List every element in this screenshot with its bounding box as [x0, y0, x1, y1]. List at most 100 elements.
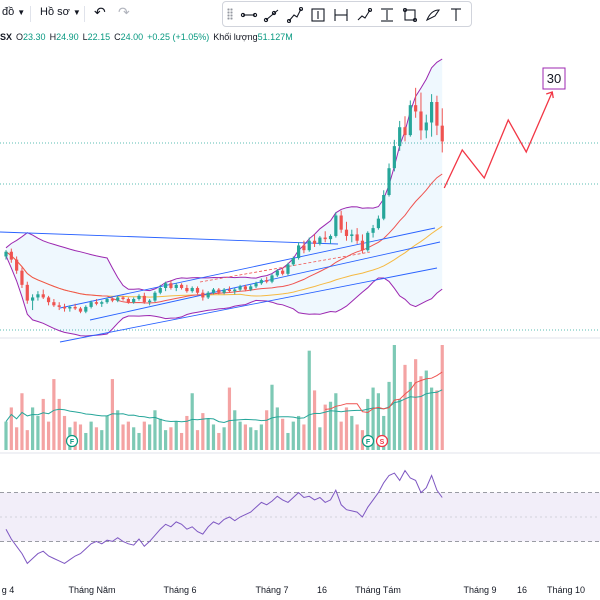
- volume-bar: [424, 370, 428, 450]
- drag-handle-icon[interactable]: [227, 8, 233, 20]
- volume-bar: [243, 424, 247, 450]
- price-range-icon[interactable]: [381, 8, 393, 22]
- volume-bar: [312, 390, 317, 450]
- candle: [414, 105, 418, 112]
- candle: [73, 306, 77, 309]
- event-marker-label: F: [366, 439, 371, 446]
- candle: [259, 280, 263, 284]
- candle: [334, 215, 338, 236]
- x-axis-label: g 4: [1, 585, 15, 595]
- candle: [169, 283, 173, 288]
- candle: [105, 299, 109, 303]
- target-label-box: [542, 67, 566, 90]
- dashed-trend-line: [199, 251, 371, 283]
- candle: [9, 251, 13, 260]
- x-axis-label: Tháng 10: [546, 585, 586, 595]
- volume-bar: [20, 393, 24, 450]
- candle: [376, 218, 380, 229]
- volume-bar: [94, 427, 99, 450]
- event-marker[interactable]: F: [361, 434, 375, 448]
- volume-bar: [376, 393, 380, 450]
- candle: [20, 270, 24, 285]
- volume-bar: [222, 427, 226, 450]
- ohlc-legend: SX O23.30 H24.90 L22.15 C24.00 +0.25 (+1…: [0, 30, 293, 44]
- symbol-label[interactable]: SX: [0, 32, 13, 42]
- chart-type-button[interactable]: đồ ▼: [2, 6, 25, 18]
- open-label: O: [16, 32, 24, 42]
- event-marker-label: F: [70, 439, 75, 446]
- volume-bar: [238, 421, 242, 450]
- candle: [137, 295, 141, 300]
- candle: [243, 286, 247, 290]
- volume-bar: [270, 384, 274, 450]
- volume-bar: [201, 413, 205, 450]
- volume-bar: [84, 432, 88, 450]
- candle: [440, 125, 444, 142]
- volume-bar: [164, 430, 168, 450]
- x-axis-label: 16: [316, 585, 328, 595]
- forecast-path: [443, 91, 553, 189]
- volume-bar: [307, 350, 311, 450]
- candle: [270, 275, 274, 282]
- date-range-icon[interactable]: [334, 9, 348, 21]
- candle: [302, 245, 306, 251]
- candle: [238, 286, 242, 290]
- event-marker[interactable]: S: [375, 434, 389, 448]
- candle: [350, 234, 354, 236]
- volume-bar: [403, 364, 407, 450]
- candle: [318, 237, 322, 244]
- volume-bar: [408, 381, 412, 450]
- volume-bar: [435, 390, 439, 450]
- time-axis[interactable]: g 4 Tháng Năm Tháng 6 Tháng 7 16 Tháng Tám Thá…: [0, 582, 600, 600]
- volume-bar: [392, 345, 396, 450]
- volume-bar: [275, 407, 279, 450]
- date-price-range-icon[interactable]: [311, 8, 325, 22]
- volume-bar: [137, 432, 141, 450]
- volume-bar: [41, 398, 45, 450]
- redo-icon[interactable]: ↷: [118, 4, 130, 20]
- channel-line: [89, 241, 441, 321]
- candle: [179, 284, 184, 288]
- high-label: H: [49, 32, 57, 42]
- candle: [211, 289, 216, 293]
- volume-bar: [116, 410, 120, 450]
- volume-bar: [153, 410, 157, 450]
- volume-bar: [398, 398, 402, 450]
- brush-icon[interactable]: [425, 9, 441, 22]
- volume-bar: [15, 427, 19, 450]
- candle: [89, 302, 93, 307]
- event-marker[interactable]: F: [65, 434, 79, 448]
- text-icon[interactable]: [451, 8, 461, 21]
- volume-bar: [158, 418, 162, 450]
- candle: [254, 283, 258, 287]
- candle: [78, 308, 83, 312]
- chevron-down-icon: ▼: [17, 7, 26, 17]
- top-toolbar: đồ ▼ Hồ sơ ▼ ↶ ↷: [0, 0, 600, 28]
- rectangle-icon[interactable]: [402, 7, 418, 23]
- volume-bar: [440, 345, 444, 450]
- toolbar-divider: [30, 6, 31, 22]
- volume-bar: [227, 387, 232, 450]
- bollinger-upper-band: [5, 58, 443, 292]
- candle: [323, 237, 327, 240]
- volume-bar: [233, 410, 237, 450]
- undo-icon[interactable]: ↶: [94, 4, 106, 20]
- volume-bar: [302, 424, 306, 450]
- volume-bar: [297, 415, 301, 450]
- forecast-icon[interactable]: [357, 7, 373, 21]
- volume-bar: [339, 421, 343, 450]
- volume-bar: [334, 393, 338, 450]
- ray-icon[interactable]: [263, 9, 279, 23]
- volume-bar: [291, 421, 295, 450]
- trend-line-icon[interactable]: [240, 12, 258, 18]
- volume-bar: [419, 376, 423, 450]
- volume-bar: [366, 398, 370, 450]
- template-button[interactable]: Hồ sơ ▼: [40, 6, 81, 18]
- candle: [206, 292, 210, 298]
- candle: [94, 302, 99, 304]
- path-icon[interactable]: [286, 6, 304, 24]
- volume-bar: [121, 424, 125, 450]
- price-chart[interactable]: 30 F F S: [0, 0, 600, 582]
- volume-bar: [89, 421, 93, 450]
- change-value: +0.25 (+1.05%): [147, 32, 210, 42]
